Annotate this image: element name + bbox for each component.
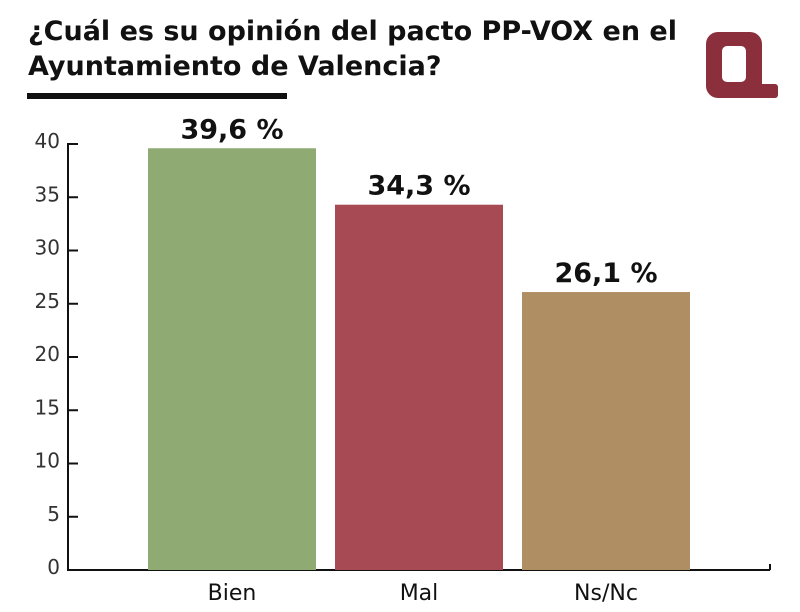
y-tick-label: 5 [47, 502, 60, 526]
bar-labels: 39,6 % 34,3 % 26,1 % [180, 114, 657, 289]
category-label: Mal [400, 581, 439, 606]
category-label: Ns/Nc [574, 581, 638, 606]
data-label: 39,6 % [180, 114, 283, 145]
data-label: 26,1 % [554, 258, 657, 289]
chart-title: ¿Cuál es su opinión del pacto PP-VOX en … [28, 16, 678, 82]
y-axis: 0 5 10 15 20 25 30 35 40 [35, 129, 78, 579]
y-tick-label: 40 [35, 129, 60, 153]
bar [522, 292, 690, 570]
bar [335, 204, 503, 570]
bars [148, 148, 690, 570]
y-tick-label: 35 [35, 182, 60, 206]
y-tick-label: 0 [47, 555, 60, 579]
y-tick-label: 30 [35, 236, 60, 260]
q-logo-icon [706, 32, 778, 98]
x-axis: Bien Mal Ns/Nc [68, 564, 771, 606]
y-tick-label: 20 [35, 342, 60, 366]
title-underline [27, 93, 287, 99]
y-tick-label: 15 [35, 395, 60, 419]
category-label: Bien [208, 581, 257, 606]
y-tick-label: 25 [35, 289, 60, 313]
bar [148, 148, 316, 570]
y-tick-label: 10 [35, 449, 60, 473]
data-label: 34,3 % [367, 171, 470, 202]
